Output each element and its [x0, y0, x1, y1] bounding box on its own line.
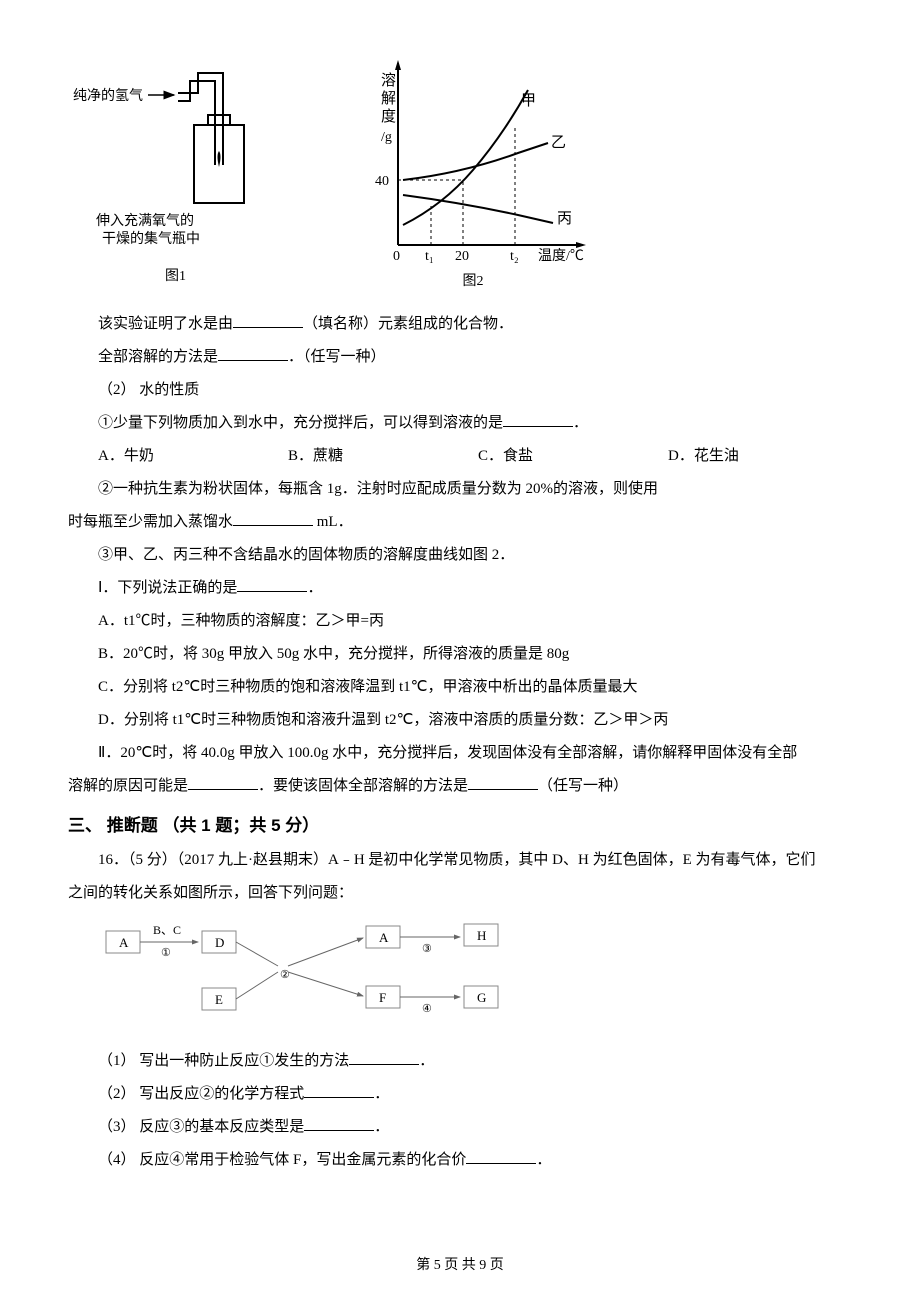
q15-p12: D．分别将 t1℃时三种物质饱和溶液升温到 t2℃，溶液中溶质的质量分数：乙＞甲…	[68, 704, 852, 737]
figure-1: 纯净的氢气 伸入充满氧气的 干燥的集气瓶中 图1	[68, 55, 283, 298]
q16-stem-a: 16．（5 分）（2017 九上·赵县期末）A﹣H 是初中化学常见物质，其中 D…	[68, 844, 852, 877]
q16-sub4-b: ．	[536, 1152, 551, 1168]
q15-p8-b: ．	[307, 580, 322, 596]
q15-p1: 该实验证明了水是由 （填名称）元素组成的化合物．	[68, 308, 852, 341]
diag-g: G	[477, 990, 486, 1005]
q15-p7: ③甲、乙、丙三种不含结晶水的固体物质的溶解度曲线如图 2．	[68, 539, 852, 572]
section-3-title: 三、 推断题 （共 1 题；共 5 分）	[68, 807, 852, 844]
q16-sub3-a: （3） 反应③的基本反应类型是	[98, 1119, 304, 1135]
fig2-xt1: t₁	[425, 249, 434, 264]
q15-p10: B．20℃时，将 30g 甲放入 50g 水中，充分搅拌，所得溶液的质量是 80…	[68, 638, 852, 671]
fig2-svg: 溶 解 度 /g 40 0 t₁ 20 t₂ 温度/℃ 甲 乙 丙	[343, 55, 603, 265]
q16-sub3-b: ．	[374, 1119, 389, 1135]
blank	[503, 412, 573, 427]
figure-2: 溶 解 度 /g 40 0 t₁ 20 t₂ 温度/℃ 甲 乙 丙	[343, 55, 603, 298]
fig1-svg: 纯净的氢气 伸入充满氧气的 干燥的集气瓶中	[68, 55, 283, 260]
diag-f: F	[379, 990, 386, 1005]
q15-p4-a: ①少量下列物质加入到水中，充分搅拌后，可以得到溶液的是	[98, 415, 503, 431]
q15-p6-a: 时每瓶至少需加入蒸馏水	[68, 514, 233, 530]
fig1-top-label: 纯净的氢气	[73, 88, 143, 104]
fig2-jia: 甲	[521, 93, 536, 109]
q15-p13-line2: 溶解的原因可能是 ．要使该固体全部溶解的方法是 （任写一种）	[68, 770, 852, 803]
q15-p9: A．t1℃时，三种物质的溶解度：乙＞甲=丙	[68, 605, 852, 638]
opt-a: A．牛奶	[98, 440, 288, 473]
q15-p3: （2） 水的性质	[68, 374, 852, 407]
diag-c1: ①	[161, 947, 171, 959]
q16-sub3: （3） 反应③的基本反应类型是 ．	[68, 1111, 852, 1144]
diag-c4: ④	[422, 1003, 432, 1015]
fig2-x0: 0	[393, 249, 400, 264]
fig1-caption: 图1	[165, 262, 186, 293]
blank	[349, 1050, 419, 1065]
q16-svg: A B、C ① D E ② A F ③ H ④ G	[98, 916, 538, 1026]
q15-p13-line1: Ⅱ．20℃时，将 40.0g 甲放入 100.0g 水中，充分搅拌后，发现固体没…	[68, 737, 852, 770]
blank	[188, 775, 258, 790]
fig2-bing: 丙	[557, 211, 572, 227]
q15-p8-a: Ⅰ．下列说法正确的是	[98, 580, 237, 596]
blank	[468, 775, 538, 790]
opt-b: B．蔗糖	[288, 440, 478, 473]
diag-c2: ②	[280, 969, 290, 981]
fig1-bot-label-2: 干燥的集气瓶中	[102, 230, 200, 247]
q16-sub2-a: （2） 写出反应②的化学方程式	[98, 1086, 304, 1102]
fig2-yi: 乙	[551, 135, 566, 151]
q16-sub1-b: ．	[419, 1053, 434, 1069]
fig2-ytick: 40	[375, 174, 389, 189]
q16-sub4: （4） 反应④常用于检验气体 F，写出金属元素的化合价 ．	[68, 1144, 852, 1177]
q15-options: A．牛奶 B．蔗糖 C．食盐 D．花生油	[98, 440, 852, 473]
q15-p13-c: ．要使该固体全部溶解的方法是	[258, 778, 468, 794]
q15-p4: ①少量下列物质加入到水中，充分搅拌后，可以得到溶液的是 ．	[68, 407, 852, 440]
fig1-bot-label-1: 伸入充满氧气的	[96, 213, 194, 229]
q16-sub2: （2） 写出反应②的化学方程式 ．	[68, 1078, 852, 1111]
diag-a1: A	[119, 935, 129, 950]
q15-p2-b: ．（任写一种）	[288, 349, 386, 365]
q16-sub2-b: ．	[374, 1086, 389, 1102]
fig2-y1: 溶	[381, 72, 396, 89]
fig2-y2: 解	[381, 90, 396, 107]
q15-p13-b: 溶解的原因可能是	[68, 778, 188, 794]
fig2-xlabel: 温度/℃	[538, 248, 584, 264]
q15-p1-b: （填名称）元素组成的化合物．	[303, 316, 513, 332]
blank	[233, 313, 303, 328]
blank	[233, 511, 313, 526]
q15-p2: 全部溶解的方法是 ．（任写一种）	[68, 341, 852, 374]
q16-sub1-a: （1） 写出一种防止反应①发生的方法	[98, 1053, 349, 1069]
fig2-caption: 图2	[463, 267, 484, 298]
fig2-y3: 度	[381, 108, 396, 125]
q15-p5: ②一种抗生素为粉状固体，每瓶含 1g．注射时应配成质量分数为 20%的溶液，则使…	[68, 473, 852, 506]
q15-p2-a: 全部溶解的方法是	[98, 349, 218, 365]
blank	[304, 1083, 374, 1098]
q15-p8: Ⅰ．下列说法正确的是 ．	[68, 572, 852, 605]
fig2-yunit: /g	[381, 130, 392, 145]
blank	[237, 577, 307, 592]
diag-h: H	[477, 928, 486, 943]
diag-bc: B、C	[153, 923, 181, 937]
q15-p6: 时每瓶至少需加入蒸馏水 mL．	[68, 506, 852, 539]
page-footer: 第 5 页 共 9 页	[0, 1251, 920, 1282]
opt-c: C．食盐	[478, 440, 668, 473]
q15-p4-b: ．	[573, 415, 588, 431]
q16-diagram: A B、C ① D E ② A F ③ H ④ G	[98, 916, 852, 1039]
diag-d: D	[215, 935, 224, 950]
q15-p6-b: mL．	[313, 514, 353, 530]
blank	[304, 1116, 374, 1131]
blank	[218, 346, 288, 361]
diag-a2: A	[379, 930, 389, 945]
figures-row: 纯净的氢气 伸入充满氧气的 干燥的集气瓶中 图1	[68, 55, 852, 298]
q16-stem-b: 之间的转化关系如图所示，回答下列问题：	[68, 877, 852, 910]
fig2-x20: 20	[455, 249, 469, 264]
diag-e: E	[215, 992, 223, 1007]
blank	[466, 1149, 536, 1164]
q15-p13-d: （任写一种）	[538, 778, 628, 794]
diag-c3: ③	[422, 943, 432, 955]
q16-sub1: （1） 写出一种防止反应①发生的方法 ．	[68, 1045, 852, 1078]
fig2-xt2: t₂	[510, 249, 519, 264]
q15-p1-a: 该实验证明了水是由	[98, 316, 233, 332]
q15-p11: C．分别将 t2℃时三种物质的饱和溶液降温到 t1℃，甲溶液中析出的晶体质量最大	[68, 671, 852, 704]
q16-sub4-a: （4） 反应④常用于检验气体 F，写出金属元素的化合价	[98, 1152, 466, 1168]
opt-d: D．花生油	[668, 440, 818, 473]
